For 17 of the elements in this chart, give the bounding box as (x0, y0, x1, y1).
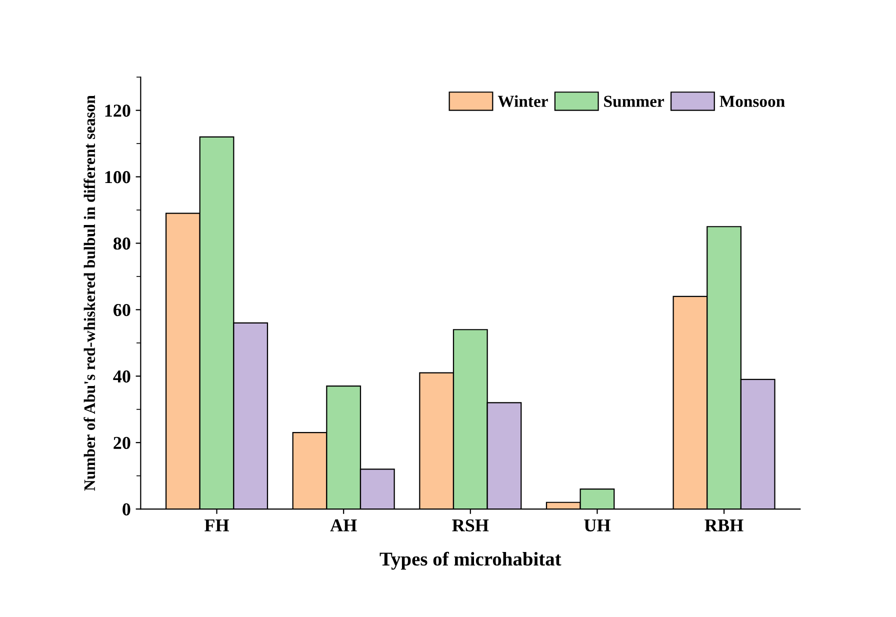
x-tick-label: RSH (452, 519, 489, 532)
x-axis-title: Types of microhabitat (380, 552, 562, 570)
y-tick-label: 100 (105, 171, 130, 184)
x-tick-label: UH (584, 519, 610, 532)
legend-label: Summer (604, 96, 664, 107)
legend-label: Winter (498, 95, 548, 108)
x-tick-label: RBH (704, 519, 744, 532)
y-tick-label: 60 (114, 304, 130, 316)
y-tick-label: 20 (114, 436, 130, 450)
x-tick-label: FH (204, 519, 229, 532)
y-tick-label: 40 (113, 370, 130, 383)
y-tick-label: 80 (113, 238, 130, 250)
x-tick-label: AH (330, 519, 357, 532)
legend-label: Monsoon (720, 96, 785, 107)
y-tick-label: 120 (105, 104, 130, 117)
y-axis-title: Number of Abu's red-whiskered bulbul in different season (84, 95, 96, 491)
y-tick-label: 0 (122, 503, 130, 516)
